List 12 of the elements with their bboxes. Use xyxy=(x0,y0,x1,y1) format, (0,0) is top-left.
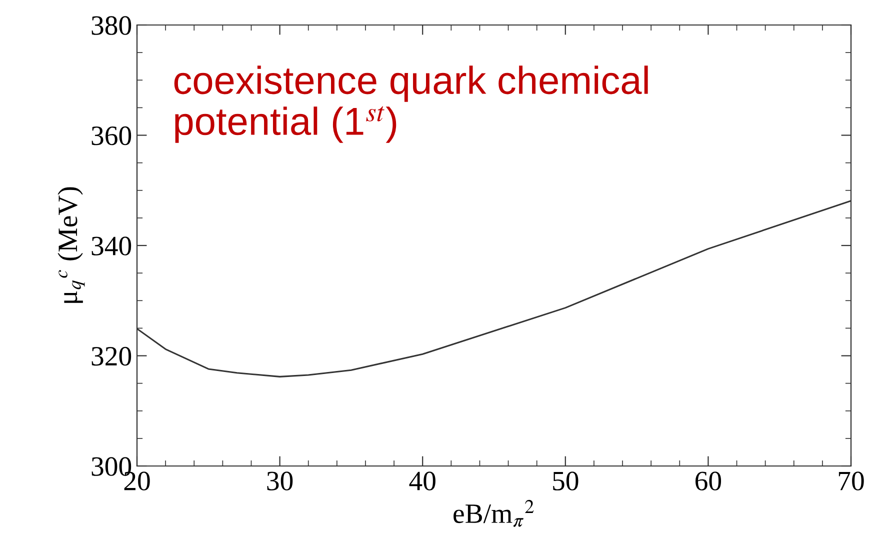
y-tick-label: 320 xyxy=(92,346,132,366)
y-tick-label: 340 xyxy=(92,236,132,256)
x-tick-label: 50 xyxy=(553,472,578,490)
x-tick-label: 70 xyxy=(838,472,864,490)
x-tick-label: 40 xyxy=(409,472,436,490)
y-axis-title: μ$_{q}$$^{c}$ (MeV) xyxy=(58,187,85,303)
y-tick-label: 360 xyxy=(92,126,132,146)
x-axis-title: eB/m$_{π}$$^{2}$ xyxy=(454,500,534,527)
annotation: coexistence quark chemical potential (1$^{st}$) xyxy=(174,66,648,143)
x-tick-label: 60 xyxy=(696,472,722,490)
y-tick-label: 380 xyxy=(92,16,132,35)
x-tick-label: 30 xyxy=(267,472,293,490)
